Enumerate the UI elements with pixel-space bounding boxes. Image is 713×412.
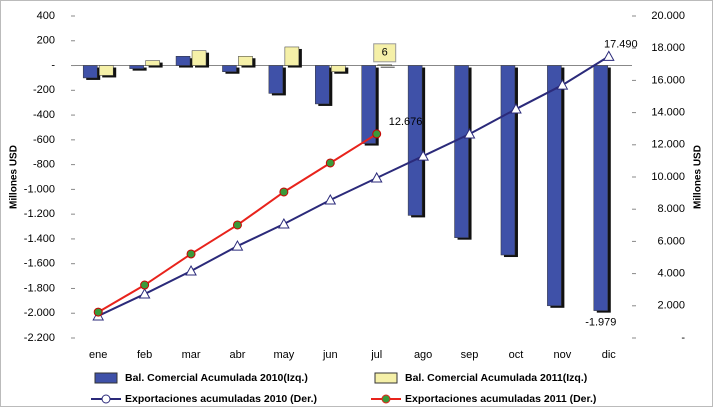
bar xyxy=(98,65,114,76)
y-tick-label: -1.200 xyxy=(24,208,55,220)
y-tick-label: -1.000 xyxy=(24,183,55,195)
y2-tick-label: 14.000 xyxy=(651,107,685,119)
marker xyxy=(463,127,476,139)
marker xyxy=(510,103,522,114)
y-tick-label: -600 xyxy=(33,134,55,146)
y-tick-label: -800 xyxy=(33,159,55,171)
x-tick-label: ago xyxy=(414,349,432,361)
bar xyxy=(238,56,253,66)
bar xyxy=(315,65,330,105)
bar xyxy=(222,65,237,72)
x-tick-label: jul xyxy=(370,349,382,361)
bar xyxy=(82,65,98,79)
y-tick-label: -1.400 xyxy=(24,233,55,245)
y-tick-label: -1.800 xyxy=(24,282,55,294)
data-label: 12.676 xyxy=(389,116,423,128)
y-tick-label: -400 xyxy=(33,109,55,121)
x-tick-label: dic xyxy=(602,349,617,361)
x-tick-label: ene xyxy=(89,349,107,361)
marker xyxy=(325,158,335,168)
marker xyxy=(279,187,289,197)
y2-tick-label: 2.000 xyxy=(657,300,685,312)
bar xyxy=(361,65,376,144)
marker xyxy=(231,240,244,251)
legend-swatch xyxy=(94,372,118,384)
bar xyxy=(500,65,516,256)
line xyxy=(97,55,610,317)
marker xyxy=(93,307,103,317)
marker xyxy=(186,249,196,259)
bar xyxy=(407,65,423,216)
legend-label: Bal. Comercial Acumulada 2011(Izq.) xyxy=(405,372,587,384)
data-label: -1.979 xyxy=(585,317,616,329)
y2-tick-label: 8.000 xyxy=(657,203,685,215)
marker xyxy=(602,50,615,61)
x-tick-label: sep xyxy=(461,349,479,361)
marker xyxy=(370,171,383,183)
bar xyxy=(268,65,284,94)
data-label: 17.490 xyxy=(604,38,638,50)
bar-shadow xyxy=(132,67,147,71)
bar xyxy=(331,65,346,72)
marker xyxy=(372,129,382,139)
marker xyxy=(278,217,290,229)
x-tick-label: mar xyxy=(182,349,201,361)
bar xyxy=(284,46,300,66)
legend-swatch xyxy=(101,394,111,404)
bar xyxy=(593,65,609,311)
marker xyxy=(556,79,569,90)
x-tick-label: may xyxy=(273,349,294,361)
bar xyxy=(377,64,392,66)
y-tick-label: - xyxy=(51,59,55,71)
legend-label: Bal. Comercial Acumulada 2010(Izq.) xyxy=(125,372,308,384)
y2-tick-label: 16.000 xyxy=(651,74,685,86)
bar-shadow xyxy=(380,66,395,68)
marker xyxy=(140,280,150,290)
legend-label: Exportaciones acumuladas 2010 (Der.) xyxy=(125,393,317,405)
legend-swatch xyxy=(381,394,391,404)
marker xyxy=(232,220,242,230)
marker xyxy=(138,288,151,299)
y-axis-label: Millones USD xyxy=(9,145,20,209)
x-tick-label: nov xyxy=(554,349,572,361)
data-label: 6 xyxy=(382,47,388,59)
x-tick-label: abr xyxy=(230,349,246,361)
y-tick-label: 200 xyxy=(37,35,55,47)
x-tick-label: feb xyxy=(137,349,152,361)
bar xyxy=(191,50,207,66)
y-tick-label: -200 xyxy=(33,84,55,96)
bar xyxy=(454,65,469,238)
y2-tick-label: 4.000 xyxy=(657,268,685,280)
legend-label: Exportaciones acumuladas 2011 (Der.) xyxy=(405,393,596,405)
y2-axis-label: Millones USD xyxy=(693,145,704,209)
marker xyxy=(185,264,197,276)
marker xyxy=(324,193,337,205)
bar xyxy=(175,56,191,66)
y-tick-label: -2.000 xyxy=(24,307,55,319)
label-box xyxy=(373,43,397,63)
bar xyxy=(547,65,562,307)
x-tick-label: oct xyxy=(509,349,524,361)
legend-swatch xyxy=(374,372,398,384)
y2-tick-label: 10.000 xyxy=(651,171,685,183)
bar xyxy=(129,65,144,69)
y2-tick-label: 18.000 xyxy=(651,42,685,54)
marker xyxy=(417,150,429,161)
y2-tick-label: - xyxy=(681,332,685,344)
y2-tick-label: 20.000 xyxy=(651,10,685,22)
y2-tick-label: 6.000 xyxy=(657,235,685,247)
y2-tick-label: 12.000 xyxy=(651,139,685,151)
y-tick-label: 400 xyxy=(37,10,55,22)
y-tick-label: -2.200 xyxy=(24,332,55,344)
x-tick-label: jun xyxy=(322,349,338,361)
bar xyxy=(145,60,160,66)
y-tick-label: -1.600 xyxy=(24,258,55,270)
